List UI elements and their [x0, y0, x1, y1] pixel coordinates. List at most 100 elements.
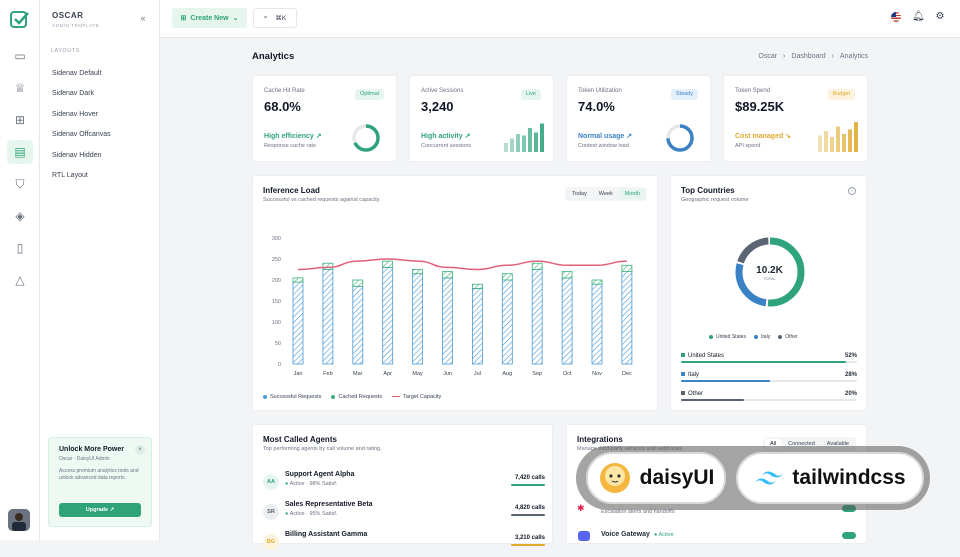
mini-bar: [528, 128, 532, 152]
bar-cached: [531, 262, 543, 270]
sidebar-item-hover[interactable]: Sidenav Hover: [52, 111, 98, 118]
info-icon[interactable]: i: [848, 187, 856, 195]
grid-icon[interactable]: ⊞: [14, 113, 26, 127]
tab-available[interactable]: Available: [826, 441, 849, 447]
clipboard-icon[interactable]: ▯: [16, 241, 24, 255]
breadcrumb-item[interactable]: Dashboard: [791, 53, 826, 60]
sidebar-item-offcanvas[interactable]: Sidenav Offcanvas: [52, 131, 111, 138]
close-icon[interactable]: ×: [135, 445, 145, 455]
mini-bar: [842, 134, 846, 152]
bar-cached: [412, 269, 424, 275]
ring-fill: [666, 124, 694, 152]
kpi-card: Active Sessions 3,240 Live High activity…: [409, 75, 554, 162]
tab-connected[interactable]: Connected: [788, 441, 815, 447]
collapse-sidebar-icon[interactable]: «: [140, 13, 146, 23]
breadcrumb-item[interactable]: Oscar: [758, 53, 778, 60]
bar-successful: [531, 269, 543, 365]
bar-cached: [322, 262, 334, 270]
create-new-button[interactable]: ⊞ Create New ⌄: [172, 8, 247, 28]
oscar-logo-icon[interactable]: [10, 10, 30, 30]
y-tick-label: 300: [272, 236, 281, 242]
promo-description: Access premium analytics tools and unloc…: [59, 468, 139, 481]
bar-successful: [471, 288, 483, 365]
bar-cached: [591, 279, 603, 285]
country-bar: [681, 361, 846, 363]
tab-all[interactable]: All: [765, 439, 782, 449]
settings-icon[interactable]: ⚙: [935, 11, 945, 22]
grid-icon: ⊞: [180, 15, 187, 22]
agent-avatar: AA: [263, 474, 279, 490]
kpi-ring: [352, 124, 380, 152]
shapes-icon[interactable]: △: [15, 273, 25, 287]
shield-icon[interactable]: ⛉: [15, 176, 25, 191]
flag-us-icon[interactable]: [891, 12, 901, 22]
country-label: United States: [688, 353, 725, 359]
x-tick-label: Feb: [323, 371, 332, 377]
bell-icon[interactable]: 🔔︎: [912, 11, 925, 22]
kpi-description: Concurrent sessions: [421, 143, 472, 149]
legend-item: Successful Requests: [263, 394, 321, 400]
integration-name: Voice Gateway: [601, 531, 650, 538]
bar-successful: [501, 279, 513, 365]
kpi-card: Token Utilization 74.0% Steady Normal us…: [566, 75, 711, 162]
inference-load-card: Inference Load Successful vs cached requ…: [252, 175, 658, 411]
agent-avatar: SR: [263, 504, 279, 520]
mini-bar: [854, 122, 858, 152]
kpi-value: 68.0%: [264, 99, 301, 114]
layers-icon[interactable]: ◈: [15, 209, 25, 223]
most-called-agents-card: Most Called Agents Top performing agents…: [252, 424, 553, 550]
country-label: Italy: [688, 372, 700, 378]
x-tick-label: Dec: [622, 371, 632, 377]
range-month[interactable]: Month: [619, 189, 645, 199]
country-row: United States 52%: [681, 353, 857, 363]
bar-cached: [471, 283, 483, 289]
donut-slice: [735, 237, 805, 307]
monitor-icon[interactable]: ▭: [14, 49, 26, 63]
agent-status: ● Active · 98% Satisf.: [285, 481, 338, 487]
promo-title: Unlock More Power: [59, 446, 124, 453]
crown-icon[interactable]: ♕: [14, 81, 26, 95]
bar-cached: [352, 279, 364, 287]
mini-bar: [836, 126, 840, 152]
legend-item: United States: [709, 334, 746, 340]
sidebar-item-default[interactable]: Sidenav Default: [52, 70, 102, 77]
topbar: ⊞ Create New ⌄ ⌕ ⌘K 🔔︎ ⚙: [160, 0, 960, 38]
upgrade-button[interactable]: Upgrade ↗: [59, 503, 141, 517]
kpi-description: Context window load: [578, 143, 629, 149]
sidebar-item-hidden[interactable]: Sidenav Hidden: [52, 152, 102, 159]
y-tick-label: 0: [278, 362, 281, 368]
integration-toggle[interactable]: [842, 532, 856, 539]
agent-name: Support Agent Alpha: [285, 471, 355, 478]
mini-bar: [824, 131, 828, 152]
kpi-mini-bars: [504, 123, 544, 152]
bar-successful: [322, 269, 334, 365]
kpi-mini-bars: [818, 122, 858, 152]
sidebar-item-dark[interactable]: Sidenav Dark: [52, 90, 95, 97]
kpi-description: Response cache rate: [264, 143, 316, 149]
search-button[interactable]: ⌕ ⌘K: [253, 8, 297, 28]
legend-item: Cached Requests: [331, 394, 382, 400]
mini-bar: [504, 143, 508, 152]
agent-row[interactable]: BG Billing Assistant Gamma 3,210 calls: [263, 531, 545, 557]
agent-status: ● Active · 95% Satisf.: [285, 511, 338, 517]
y-tick-label: 100: [272, 320, 281, 326]
kpi-status: Cost managed ↘: [735, 133, 792, 140]
card-subtitle: Top performing agents by call volume and…: [263, 446, 382, 452]
bar-successful: [352, 285, 364, 365]
card-title: Most Called Agents: [263, 435, 337, 444]
kpi-label: Token Utilization: [578, 88, 622, 94]
kpi-description: API spend: [735, 143, 761, 149]
range-week[interactable]: Week: [598, 191, 613, 197]
user-avatar[interactable]: [8, 509, 30, 531]
agent-row[interactable]: SR Sales Representative Beta ● Active · …: [263, 501, 545, 527]
slack-icon: ✱: [577, 503, 585, 513]
daisyui-badge: daisyUI: [586, 452, 726, 504]
x-tick-label: Jun: [443, 371, 452, 377]
search-icon: ⌕: [263, 14, 268, 21]
layout-icon[interactable]: ▤: [7, 140, 33, 164]
card-title: Top Countries: [681, 186, 735, 195]
sidebar: OSCAR ADMIN TEMPLATE « LAYOUTS Sidenav De…: [40, 0, 160, 540]
agent-row[interactable]: AA Support Agent Alpha ● Active · 98% Sa…: [263, 471, 545, 497]
sidebar-item-rtl[interactable]: RTL Layout: [52, 172, 88, 179]
range-today[interactable]: Today: [572, 191, 587, 197]
